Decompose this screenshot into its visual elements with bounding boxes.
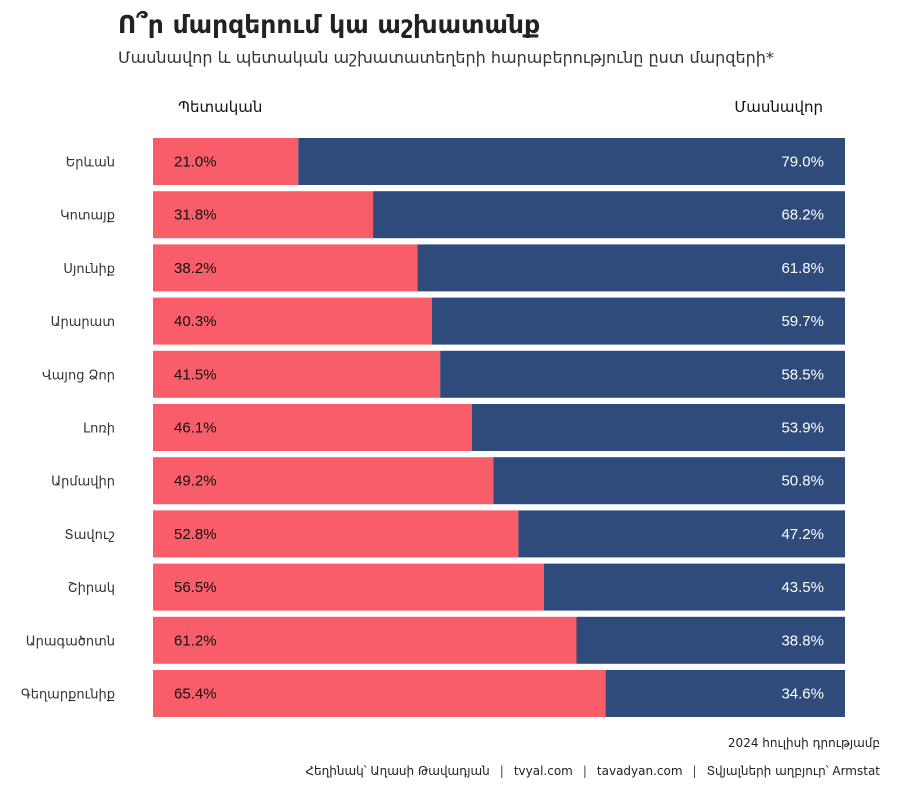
footer-source: Տվյալների աղբյուր՝ Armstat bbox=[706, 764, 880, 778]
data-label-private: 59.7% bbox=[781, 313, 824, 330]
category-label: Սյունիք bbox=[63, 262, 115, 277]
data-label-public: 49.2% bbox=[174, 473, 217, 490]
legend-public-label: Պետական bbox=[178, 98, 263, 116]
data-label-public: 31.8% bbox=[174, 207, 217, 224]
bar-public bbox=[153, 670, 606, 717]
data-label-public: 41.5% bbox=[174, 366, 217, 383]
bar-public bbox=[153, 404, 473, 451]
bar-private bbox=[576, 616, 845, 664]
bar-private bbox=[518, 510, 845, 558]
chart-title: Ո՞ր մարզերում կա աշխատանք bbox=[118, 10, 541, 39]
footer-link-tavadyan[interactable]: tavadyan.com bbox=[596, 764, 683, 778]
data-label-public: 52.8% bbox=[174, 526, 217, 543]
legend-private-label: Մասնավոր bbox=[734, 98, 823, 116]
category-label: Երևան bbox=[66, 156, 115, 171]
bar-public bbox=[153, 244, 418, 292]
data-label-private: 53.9% bbox=[781, 420, 824, 437]
category-label: Արագածոտն bbox=[26, 634, 115, 649]
category-label: Վայոց Ձոր bbox=[42, 368, 115, 383]
category-label: Շիրակ bbox=[68, 581, 115, 596]
footer-separator: | bbox=[499, 764, 504, 778]
bar-public bbox=[153, 297, 432, 345]
category-label: Արարատ bbox=[51, 315, 115, 330]
category-label: Կոտայք bbox=[60, 209, 115, 224]
bar-public bbox=[153, 191, 374, 239]
data-label-private: 61.8% bbox=[781, 260, 824, 277]
data-label-public: 40.3% bbox=[174, 313, 217, 330]
footer-separator: | bbox=[692, 764, 697, 778]
bar-private bbox=[440, 350, 845, 398]
data-label-private: 43.5% bbox=[781, 579, 824, 596]
bar-public bbox=[153, 510, 519, 558]
bar-private bbox=[373, 191, 845, 239]
data-label-private: 34.6% bbox=[781, 686, 824, 703]
data-label-private: 58.5% bbox=[781, 366, 824, 383]
date-note: 2024 հուլիսի դրությամբ bbox=[727, 736, 880, 750]
bar-public bbox=[153, 457, 494, 505]
data-label-private: 47.2% bbox=[781, 526, 824, 543]
footer-separator: | bbox=[582, 764, 587, 778]
data-label-public: 61.2% bbox=[174, 632, 217, 649]
category-label: Գեղարքունիք bbox=[21, 688, 115, 703]
category-label: Արմավիր bbox=[51, 475, 115, 490]
bar-public bbox=[153, 616, 577, 664]
data-label-public: 38.2% bbox=[174, 260, 217, 277]
data-label-public: 65.4% bbox=[174, 686, 217, 703]
chart-subtitle: Մասնավոր և պետական աշխատատեղերի հարաբերո… bbox=[118, 48, 774, 67]
bar-private bbox=[298, 138, 845, 185]
data-label-private: 38.8% bbox=[781, 632, 824, 649]
data-label-private: 79.0% bbox=[781, 154, 824, 171]
bar-private bbox=[543, 563, 845, 611]
category-label: Տավուշ bbox=[65, 528, 115, 543]
data-label-public: 21.0% bbox=[174, 154, 217, 171]
footer-author: Հեղինակ՝ Աղասի Թավադյան bbox=[305, 764, 490, 778]
bar-public bbox=[153, 563, 544, 611]
data-label-public: 56.5% bbox=[174, 579, 217, 596]
bar-private bbox=[431, 297, 845, 345]
category-label: Լոռի bbox=[83, 422, 115, 437]
footer-link-tvyal[interactable]: tvyal.com bbox=[513, 764, 573, 778]
bar-private bbox=[493, 457, 845, 505]
bar-private bbox=[605, 670, 845, 717]
data-label-private: 50.8% bbox=[781, 473, 824, 490]
data-label-private: 68.2% bbox=[781, 207, 824, 224]
bar-public bbox=[153, 350, 441, 398]
bar-public bbox=[153, 138, 299, 185]
footer-credits: Հեղինակ՝ Աղասի Թավադյան | tvyal.com | tavady… bbox=[305, 764, 880, 778]
data-label-public: 46.1% bbox=[174, 420, 217, 437]
bar-private bbox=[472, 404, 845, 451]
bar-private bbox=[417, 244, 845, 292]
